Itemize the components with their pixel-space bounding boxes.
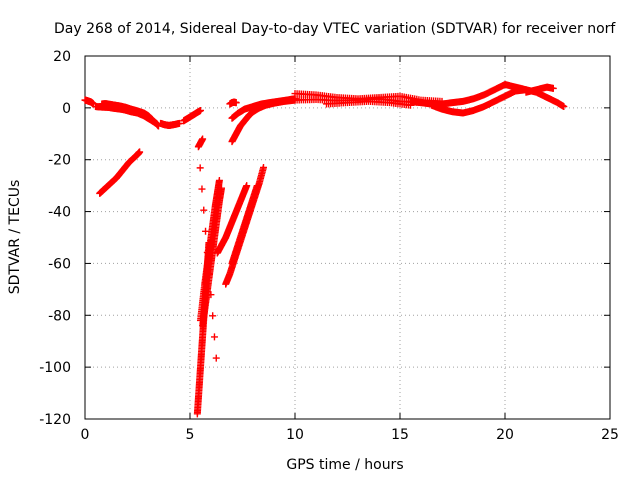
series-arc-late-c [522, 83, 557, 96]
series-dip-f [228, 182, 261, 267]
y-tick-label: 0 [62, 101, 71, 117]
data-point [205, 270, 213, 278]
series-arc-recovery-c [226, 98, 240, 108]
data-point [197, 106, 204, 114]
series-dip-c [199, 184, 225, 330]
y-axis-label: SDTVAR / TECUs [7, 180, 23, 295]
data-point [260, 163, 267, 171]
chart-title: Day 268 of 2014, Sidereal Day-to-day VTE… [54, 21, 616, 37]
x-axis-label: GPS time / hours [286, 457, 403, 473]
x-tick-label: 10 [286, 427, 304, 443]
data-point [199, 135, 207, 143]
series-arc-start [81, 96, 97, 108]
x-tick-label: 25 [601, 427, 619, 443]
data-point [212, 354, 220, 362]
series-arc-day-c [323, 97, 414, 109]
data-point [232, 99, 240, 107]
y-tick-label: -120 [39, 412, 71, 428]
data-point [202, 227, 210, 235]
x-tick-label: 20 [496, 427, 514, 443]
series-arc-midmorning [157, 119, 183, 129]
data-point [203, 248, 211, 256]
data-point [243, 182, 251, 190]
data-point [215, 176, 223, 184]
data-points [81, 81, 568, 418]
y-tick-label: -20 [48, 153, 71, 169]
x-tick-label: 5 [186, 427, 195, 443]
data-point [253, 182, 261, 190]
series-arc-low-start [96, 148, 144, 197]
data-point [209, 312, 217, 320]
x-tick-label: 0 [81, 427, 90, 443]
y-tick-label: -100 [39, 360, 71, 376]
y-tick-label: -60 [48, 256, 71, 272]
data-point [549, 84, 557, 92]
data-point [210, 333, 218, 341]
series-isolated [194, 135, 220, 362]
y-tick-label: 20 [53, 49, 71, 65]
plot-frame [84, 55, 611, 420]
data-point [560, 103, 568, 111]
series-arc-recovery-b [228, 95, 299, 122]
data-point [198, 185, 206, 193]
series-arc-morning-b [98, 100, 156, 124]
data-point [148, 116, 156, 124]
x-tick-label: 15 [391, 427, 409, 443]
data-point [196, 164, 204, 172]
data-point [176, 119, 183, 127]
axis-ticks: 0 5 10 15 20 25 20 0 -20 -40 -60 -80 -100 -120 [39, 49, 619, 443]
series-arc-late-b [407, 81, 530, 108]
y-tick-label: -40 [48, 205, 71, 221]
data-point [207, 291, 215, 299]
data-point [136, 148, 144, 156]
data-point [218, 184, 225, 192]
y-tick-label: -80 [48, 308, 71, 324]
series-dip-d [213, 182, 251, 257]
data-point [200, 206, 208, 214]
series-arc-pre5 [180, 106, 204, 125]
grid-lines [85, 56, 610, 419]
